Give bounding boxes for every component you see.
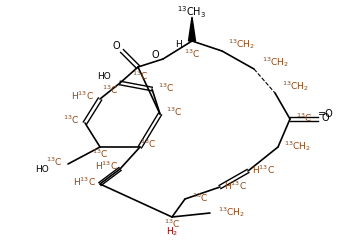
Text: H$^{13}$C: H$^{13}$C <box>71 89 94 102</box>
Text: O: O <box>112 41 120 51</box>
Polygon shape <box>189 18 195 42</box>
Text: $^{13}$CH$_2$: $^{13}$CH$_2$ <box>228 37 255 51</box>
Text: O: O <box>322 113 330 122</box>
Text: H$^{13}$C: H$^{13}$C <box>252 163 275 175</box>
Text: $^{13}$C: $^{13}$C <box>296 111 312 124</box>
Text: =O: =O <box>318 109 334 118</box>
Text: $^{13}$C: $^{13}$C <box>164 217 180 229</box>
Text: $^{13}$C: $^{13}$C <box>102 83 118 96</box>
Text: H$^{13}$C: H$^{13}$C <box>224 179 247 192</box>
Text: H: H <box>175 39 181 48</box>
Text: $^{13}$CH$_2$: $^{13}$CH$_2$ <box>284 139 311 152</box>
Text: $^{13}$C: $^{13}$C <box>184 48 200 60</box>
Text: $^{13}$CH$_2$: $^{13}$CH$_2$ <box>262 55 289 69</box>
Text: $^{13}$C: $^{13}$C <box>192 191 208 203</box>
Text: $^{13}$C: $^{13}$C <box>158 81 174 94</box>
Text: $^{13}$C: $^{13}$C <box>140 137 156 150</box>
Text: HO: HO <box>97 71 111 80</box>
Text: H$^{13}$C: H$^{13}$C <box>73 175 96 187</box>
Text: $^{13}$C: $^{13}$C <box>132 70 148 82</box>
Text: $^{13}$CH$_2$: $^{13}$CH$_2$ <box>282 79 309 92</box>
Text: H$_2$: H$_2$ <box>166 225 178 237</box>
Text: $^{13}$C: $^{13}$C <box>166 105 182 118</box>
Text: $^{13}$C: $^{13}$C <box>63 113 79 126</box>
Text: $^{13}$CH$_2$: $^{13}$CH$_2$ <box>218 204 245 218</box>
Text: $^{13}$C: $^{13}$C <box>46 155 62 168</box>
Text: H$^{13}$C: H$^{13}$C <box>95 159 118 172</box>
Text: O: O <box>151 50 159 60</box>
Text: $^{13}$C: $^{13}$C <box>92 147 108 160</box>
Text: $^{13}$CH$_3$: $^{13}$CH$_3$ <box>178 4 206 20</box>
Text: HO: HO <box>35 165 49 174</box>
